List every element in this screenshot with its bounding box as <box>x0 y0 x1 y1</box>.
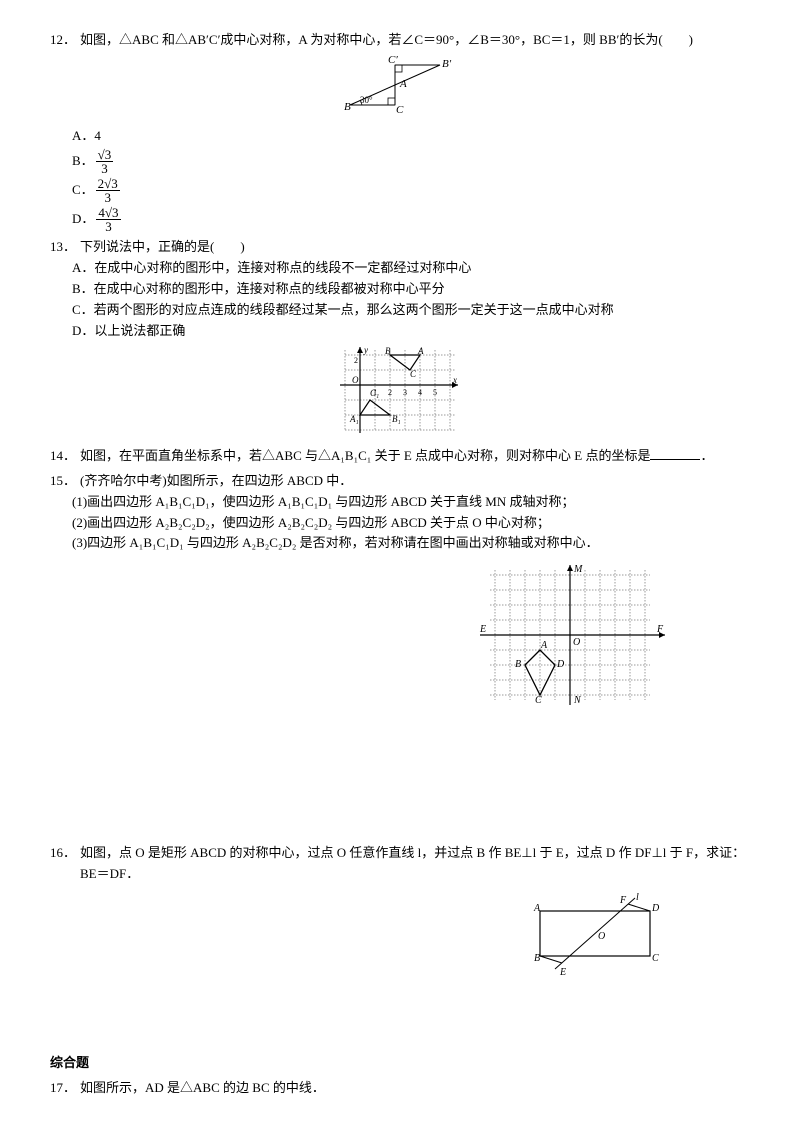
q12-option-d[interactable]: D． 4√33 <box>50 206 750 233</box>
q16-figure: A D B C O E F l <box>50 891 750 988</box>
svg-text:y: y <box>363 345 368 355</box>
svg-text:A: A <box>540 640 548 651</box>
q15-part2: (2)画出四边形 A₂B₂C₂D₂，使四边形 A₂B₂C₂D₂ 与四边形 ABC… <box>50 513 750 534</box>
svg-text:2: 2 <box>354 356 358 365</box>
q12-number: 12． <box>50 30 76 51</box>
section-title: 综合题 <box>50 1053 750 1074</box>
q15-number: 15． <box>50 471 76 492</box>
svg-text:C′: C′ <box>388 55 398 66</box>
svg-text:O: O <box>352 375 359 385</box>
svg-text:30°: 30° <box>360 95 373 105</box>
q13-option-d[interactable]: D．以上说法都正确 <box>50 321 750 342</box>
q13-option-c[interactable]: C．若两个图形的对应点连成的线段都经过某一点，那么这两个图形一定关于这一点成中心… <box>50 300 750 321</box>
q12-option-a[interactable]: A． 4 <box>50 126 750 147</box>
svg-text:E: E <box>479 624 486 635</box>
q13-option-b[interactable]: B．在成中心对称的图形中，连接对称点的线段都被对称中心平分 <box>50 279 750 300</box>
svg-text:C: C <box>652 953 659 964</box>
svg-text:F: F <box>619 895 627 906</box>
svg-text:N: N <box>573 695 582 706</box>
q17-number: 17． <box>50 1078 76 1099</box>
svg-text:3: 3 <box>403 388 407 397</box>
q15-figure: M N E F O A B C D <box>50 560 750 717</box>
svg-text:E: E <box>559 967 566 978</box>
problem-14: 14． 如图，在平面直角坐标系中，若△ABC 与△A₁B₁C₁ 关于 E 点成中… <box>50 446 750 467</box>
q14-text: 如图，在平面直角坐标系中，若△ABC 与△A₁B₁C₁ 关于 E 点成中心对称，… <box>80 446 750 467</box>
q17-text: 如图所示，AD 是△ABC 的边 BC 的中线． <box>80 1078 750 1099</box>
svg-text:C: C <box>535 695 542 706</box>
q14-blank[interactable] <box>650 447 700 460</box>
problem-15: 15． (齐齐哈尔中考)如图所示，在四边形 ABCD 中． (1)画出四边形 A… <box>50 471 750 717</box>
problem-16: 16． 如图，点 O 是矩形 ABCD 的对称中心，过点 O 任意作直线 l，并… <box>50 843 750 987</box>
svg-text:O: O <box>598 931 605 942</box>
svg-text:D: D <box>651 903 660 914</box>
svg-text:D: D <box>556 659 565 670</box>
q13-figure: O x y A B C B₁ A₁ C₁ 2 12 345 <box>50 345 750 442</box>
svg-text:B: B <box>515 659 521 670</box>
svg-text:F: F <box>656 624 664 635</box>
svg-text:B: B <box>534 953 540 964</box>
q13-text: 下列说法中，正确的是( ) <box>80 237 750 258</box>
svg-text:A: A <box>533 903 541 914</box>
q16-text: 如图，点 O 是矩形 ABCD 的对称中心，过点 O 任意作直线 l，并过点 B… <box>80 843 750 885</box>
q14-number: 14． <box>50 446 76 467</box>
q12-figure: B C C′ B′ A 30° <box>50 55 750 122</box>
svg-text:M: M <box>573 564 583 575</box>
svg-text:C: C <box>396 104 404 115</box>
q12-option-c[interactable]: C． 2√33 <box>50 177 750 204</box>
svg-text:2: 2 <box>388 388 392 397</box>
q12-text: 如图，△ABC 和△AB′C′成中心对称，A 为对称中心，若∠C＝90°，∠B＝… <box>80 30 750 51</box>
svg-text:A: A <box>417 346 424 356</box>
svg-text:x: x <box>452 375 457 385</box>
svg-text:A₁: A₁ <box>349 414 359 424</box>
svg-text:B: B <box>385 346 391 356</box>
q15-text: (齐齐哈尔中考)如图所示，在四边形 ABCD 中． <box>80 471 750 492</box>
q16-number: 16． <box>50 843 76 864</box>
svg-text:C: C <box>410 369 417 379</box>
svg-text:B₁: B₁ <box>392 414 401 424</box>
svg-text:B′: B′ <box>442 58 452 70</box>
problem-12: 12． 如图，△ABC 和△AB′C′成中心对称，A 为对称中心，若∠C＝90°… <box>50 30 750 233</box>
svg-text:B: B <box>344 101 351 113</box>
svg-text:1: 1 <box>373 388 377 397</box>
q15-part1: (1)画出四边形 A₁B₁C₁D₁，使四边形 A₁B₁C₁D₁ 与四边形 ABC… <box>50 492 750 513</box>
q13-number: 13． <box>50 237 76 258</box>
svg-text:A: A <box>399 78 407 90</box>
problem-17: 17． 如图所示，AD 是△ABC 的边 BC 的中线． <box>50 1078 750 1099</box>
svg-text:l: l <box>636 892 639 903</box>
q12-option-b[interactable]: B． √33 <box>50 148 750 175</box>
problem-13: 13． 下列说法中，正确的是( ) A．在成中心对称的图形中，连接对称点的线段不… <box>50 237 750 442</box>
svg-text:O: O <box>573 637 580 648</box>
q13-option-a[interactable]: A．在成中心对称的图形中，连接对称点的线段不一定都经过对称中心 <box>50 258 750 279</box>
svg-text:5: 5 <box>433 388 437 397</box>
q15-part3: (3)四边形 A₁B₁C₁D₁ 与四边形 A₂B₂C₂D₂ 是否对称，若对称请在… <box>50 533 750 554</box>
svg-text:4: 4 <box>418 388 422 397</box>
